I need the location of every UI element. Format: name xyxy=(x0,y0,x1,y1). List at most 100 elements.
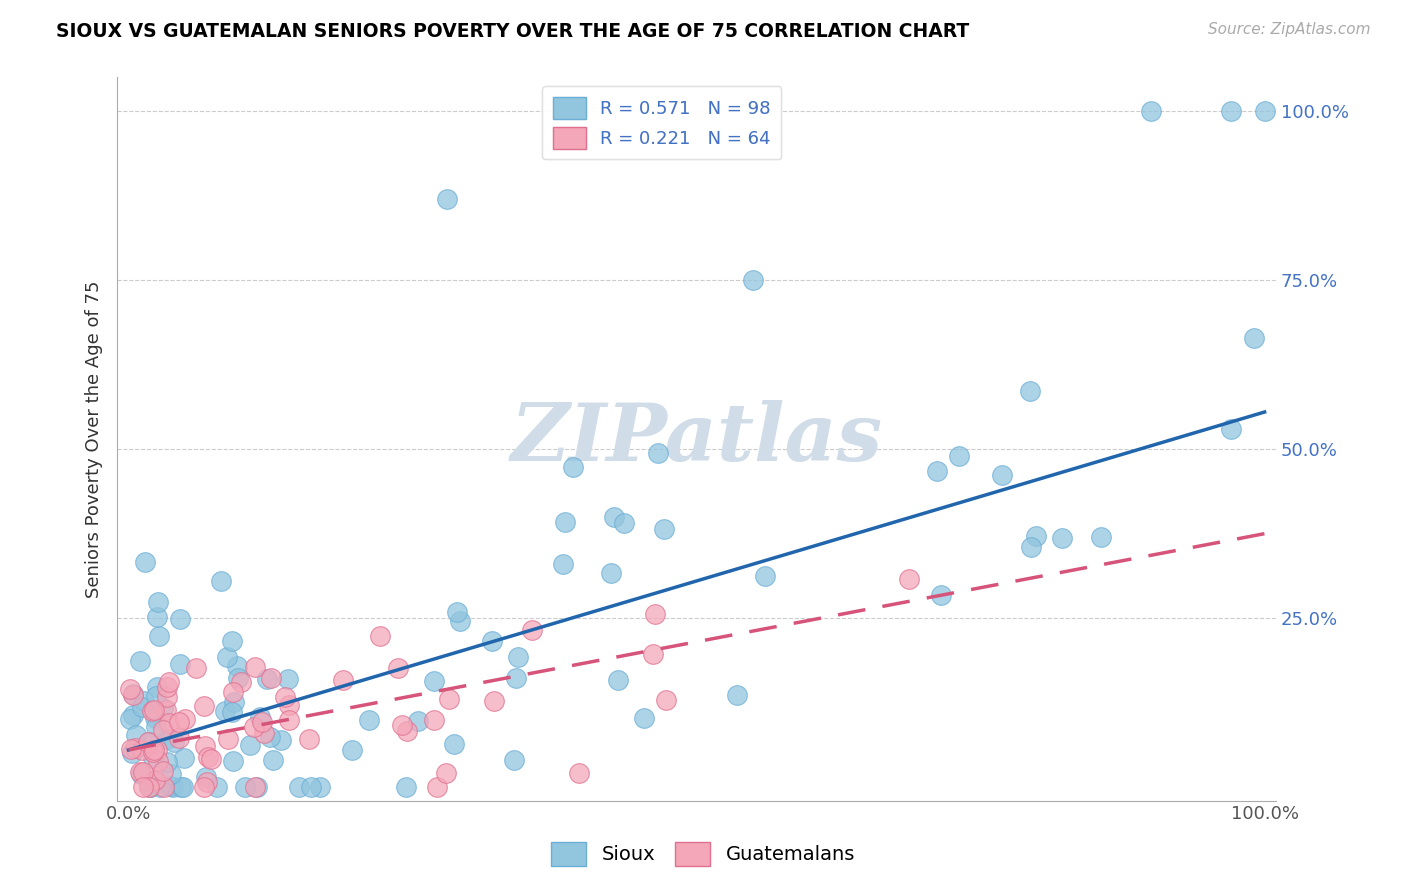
Point xyxy=(120,681,142,696)
Point xyxy=(633,711,655,725)
Point xyxy=(222,695,245,709)
Point xyxy=(562,459,585,474)
Point xyxy=(193,780,215,794)
Point xyxy=(391,717,413,731)
Point xyxy=(120,741,142,756)
Point xyxy=(172,780,194,794)
Point xyxy=(298,732,321,747)
Point xyxy=(118,712,141,726)
Point xyxy=(155,755,177,769)
Point xyxy=(288,780,311,794)
Point xyxy=(482,693,505,707)
Point xyxy=(643,647,665,661)
Point xyxy=(152,701,174,715)
Point xyxy=(200,752,222,766)
Point xyxy=(270,732,292,747)
Point xyxy=(129,654,152,668)
Point xyxy=(167,731,190,745)
Point xyxy=(260,672,283,686)
Point xyxy=(422,674,444,689)
Point xyxy=(136,734,159,748)
Point xyxy=(169,657,191,671)
Point xyxy=(129,767,152,781)
Point xyxy=(131,699,153,714)
Point xyxy=(146,743,169,757)
Point xyxy=(157,716,180,731)
Point xyxy=(725,688,748,702)
Text: SIOUX VS GUATEMALAN SENIORS POVERTY OVER THE AGE OF 75 CORRELATION CHART: SIOUX VS GUATEMALAN SENIORS POVERTY OVER… xyxy=(56,22,970,41)
Point xyxy=(436,192,458,206)
Point xyxy=(156,732,179,747)
Point xyxy=(603,510,626,524)
Point xyxy=(131,765,153,780)
Point xyxy=(159,779,181,793)
Point xyxy=(613,516,636,530)
Point xyxy=(754,569,776,583)
Point xyxy=(214,704,236,718)
Point xyxy=(607,673,630,687)
Point xyxy=(249,710,271,724)
Point xyxy=(278,713,301,727)
Point xyxy=(250,714,273,729)
Point xyxy=(342,743,364,757)
Point xyxy=(121,747,143,761)
Point xyxy=(132,694,155,708)
Point xyxy=(142,703,165,717)
Point xyxy=(242,720,264,734)
Point xyxy=(387,661,409,675)
Point xyxy=(160,767,183,781)
Point xyxy=(299,780,322,794)
Point xyxy=(644,607,666,621)
Point xyxy=(173,750,195,764)
Point xyxy=(395,780,418,794)
Point xyxy=(138,780,160,794)
Point xyxy=(152,764,174,779)
Point xyxy=(162,780,184,794)
Point xyxy=(437,692,460,706)
Point xyxy=(406,714,429,729)
Point xyxy=(186,661,208,675)
Point xyxy=(194,770,217,784)
Point xyxy=(195,775,218,789)
Point xyxy=(146,680,169,694)
Point xyxy=(170,780,193,794)
Point xyxy=(1219,422,1241,436)
Point xyxy=(153,780,176,794)
Point xyxy=(1050,532,1073,546)
Point xyxy=(368,629,391,643)
Point xyxy=(1019,384,1042,399)
Legend: R = 0.571   N = 98, R = 0.221   N = 64: R = 0.571 N = 98, R = 0.221 N = 64 xyxy=(543,87,782,160)
Point xyxy=(229,675,252,690)
Point xyxy=(148,629,170,643)
Point xyxy=(239,739,262,753)
Point xyxy=(222,754,245,768)
Point xyxy=(121,687,143,701)
Y-axis label: Seniors Poverty Over the Age of 75: Seniors Poverty Over the Age of 75 xyxy=(86,280,103,598)
Point xyxy=(143,743,166,757)
Point xyxy=(1219,104,1241,119)
Point xyxy=(256,673,278,687)
Point xyxy=(156,690,179,704)
Point xyxy=(652,522,675,536)
Point xyxy=(262,753,284,767)
Point xyxy=(508,649,530,664)
Point xyxy=(436,766,458,780)
Point xyxy=(132,780,155,794)
Point xyxy=(1253,104,1275,119)
Point xyxy=(1090,530,1112,544)
Point xyxy=(568,766,591,780)
Point xyxy=(122,708,145,723)
Point xyxy=(259,731,281,745)
Point xyxy=(145,689,167,703)
Point xyxy=(246,780,269,794)
Point xyxy=(502,753,524,767)
Point xyxy=(142,751,165,765)
Point xyxy=(148,595,170,609)
Point xyxy=(991,467,1014,482)
Point xyxy=(217,731,239,746)
Point xyxy=(221,684,243,698)
Point xyxy=(505,671,527,685)
Point xyxy=(129,765,152,780)
Point xyxy=(138,780,160,794)
Point xyxy=(149,780,172,794)
